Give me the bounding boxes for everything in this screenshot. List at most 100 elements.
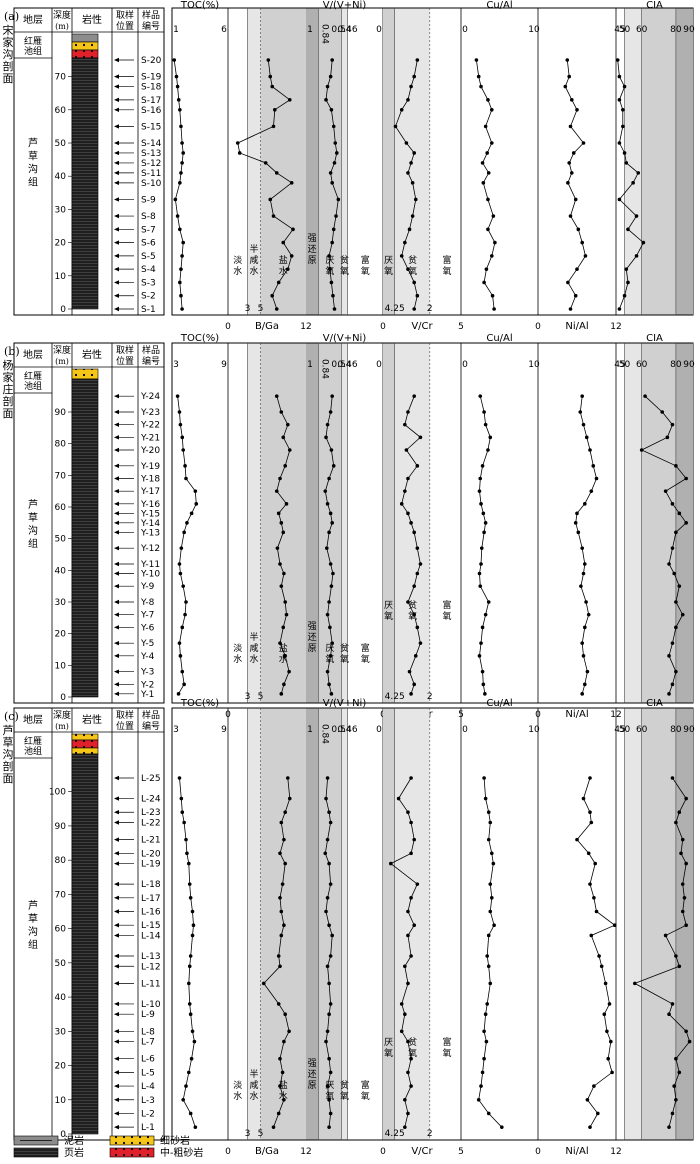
zone-shade — [624, 343, 642, 703]
data-point — [187, 882, 192, 886]
sample-id-label: L-13 — [141, 952, 161, 962]
data-point — [178, 654, 183, 658]
vcr-label-oxic-char: 氧 — [442, 1047, 451, 1059]
data-point — [180, 141, 184, 145]
data-point — [406, 511, 410, 516]
legend-label: 页岩 — [64, 1146, 84, 1159]
zone-shade — [641, 343, 676, 703]
data-point — [415, 464, 420, 468]
left-table-frame — [13, 7, 165, 316]
panel-label: (c) — [4, 710, 19, 723]
data-point — [282, 1039, 286, 1044]
sample-arrowhead — [114, 1097, 119, 1102]
data-point — [684, 476, 688, 481]
zone-label-brackish-char: 水 — [249, 653, 258, 665]
data-point — [281, 435, 286, 440]
data-point — [274, 489, 279, 493]
top-tick-label: 0 — [462, 725, 468, 735]
sample-id-label: S-11 — [141, 169, 161, 179]
data-point — [680, 612, 685, 617]
data-point — [406, 1039, 410, 1044]
data-point — [667, 1012, 671, 1016]
zone-label-euxinic: 强还原 — [308, 621, 317, 654]
depth-tick-label: 60 — [55, 106, 67, 116]
data-point — [674, 1097, 678, 1102]
data-point — [177, 562, 182, 566]
zone-label-fresh: 淡水 — [233, 1080, 242, 1102]
top-tick-label: 9 — [221, 360, 227, 370]
data-point — [399, 1002, 404, 1006]
data-point — [179, 267, 183, 271]
lith-shale — [71, 753, 99, 1135]
data-point — [332, 307, 337, 311]
data-point — [284, 502, 289, 506]
sample-id-label: L-23 — [141, 808, 161, 818]
data-point — [327, 981, 331, 986]
vcr-label-oxic-char: 氧 — [442, 610, 451, 622]
data-point — [330, 240, 334, 245]
data-point — [571, 151, 576, 155]
data-point — [406, 476, 410, 481]
data-point — [478, 584, 483, 588]
data-point — [283, 1012, 288, 1016]
data-point — [327, 254, 331, 258]
data-point — [187, 981, 191, 986]
data-point — [287, 669, 291, 674]
data-point — [178, 280, 182, 285]
top-tick-label: 0 — [376, 725, 382, 735]
header-sampling-1: 取样 — [116, 344, 134, 356]
sample-arrowhead — [114, 810, 119, 815]
sample-arrowhead — [114, 240, 119, 245]
data-point — [403, 1097, 407, 1102]
data-point — [665, 435, 670, 440]
header-strata: 地层 — [23, 713, 43, 726]
column-title: V/(V+Ni) — [323, 698, 367, 709]
data-point — [282, 1097, 286, 1102]
sample-id-label: S-15 — [141, 122, 161, 132]
data-point — [493, 240, 497, 245]
header-sampling-1: 取样 — [116, 9, 134, 21]
data-point — [589, 820, 594, 825]
sample-arrowhead — [114, 511, 119, 516]
header-sampling-2: 位置 — [116, 20, 134, 32]
data-point — [606, 1056, 610, 1061]
boundary-label: 0.54 — [331, 360, 351, 370]
data-point — [191, 923, 196, 927]
depth-tick-label: 90 — [55, 822, 67, 832]
data-point — [190, 909, 195, 914]
zone-label-suboxic-char: 贫 — [340, 254, 349, 266]
data-point — [474, 58, 479, 62]
data-point — [278, 1084, 282, 1088]
data-point — [406, 267, 410, 271]
depth-tick-label: 30 — [55, 205, 67, 215]
header-sample-id-2: 编号 — [142, 720, 160, 732]
data-point — [684, 521, 688, 525]
data-point — [279, 584, 284, 588]
data-point — [182, 820, 186, 825]
legend-label: 泥岩 — [64, 1134, 84, 1147]
section-name-char: 面 — [3, 72, 14, 85]
section-name-char: 宋 — [3, 23, 14, 37]
data-point — [643, 394, 647, 398]
zone-label-euxinic-char: 强 — [308, 621, 317, 632]
sample-id-label: Y-12 — [140, 544, 160, 554]
data-point — [403, 1125, 407, 1129]
lith-coarse — [71, 49, 99, 59]
data-point — [479, 1084, 483, 1088]
zone-label-brackish-char: 半 — [249, 1068, 258, 1080]
depth-tick-label: 40 — [55, 172, 67, 182]
data-point — [588, 776, 592, 780]
data-point — [283, 810, 288, 815]
top-tick-label: 0 — [376, 360, 382, 370]
data-point — [490, 141, 494, 145]
data-point — [573, 197, 578, 202]
data-point — [418, 641, 423, 645]
lith-shale — [71, 378, 99, 698]
data-point — [177, 410, 182, 414]
data-point — [279, 692, 284, 696]
sample-arrowhead — [114, 545, 119, 551]
zone-shade — [624, 8, 642, 315]
data-point — [413, 197, 418, 202]
vcr-label-suboxic-char: 氧 — [408, 265, 417, 277]
